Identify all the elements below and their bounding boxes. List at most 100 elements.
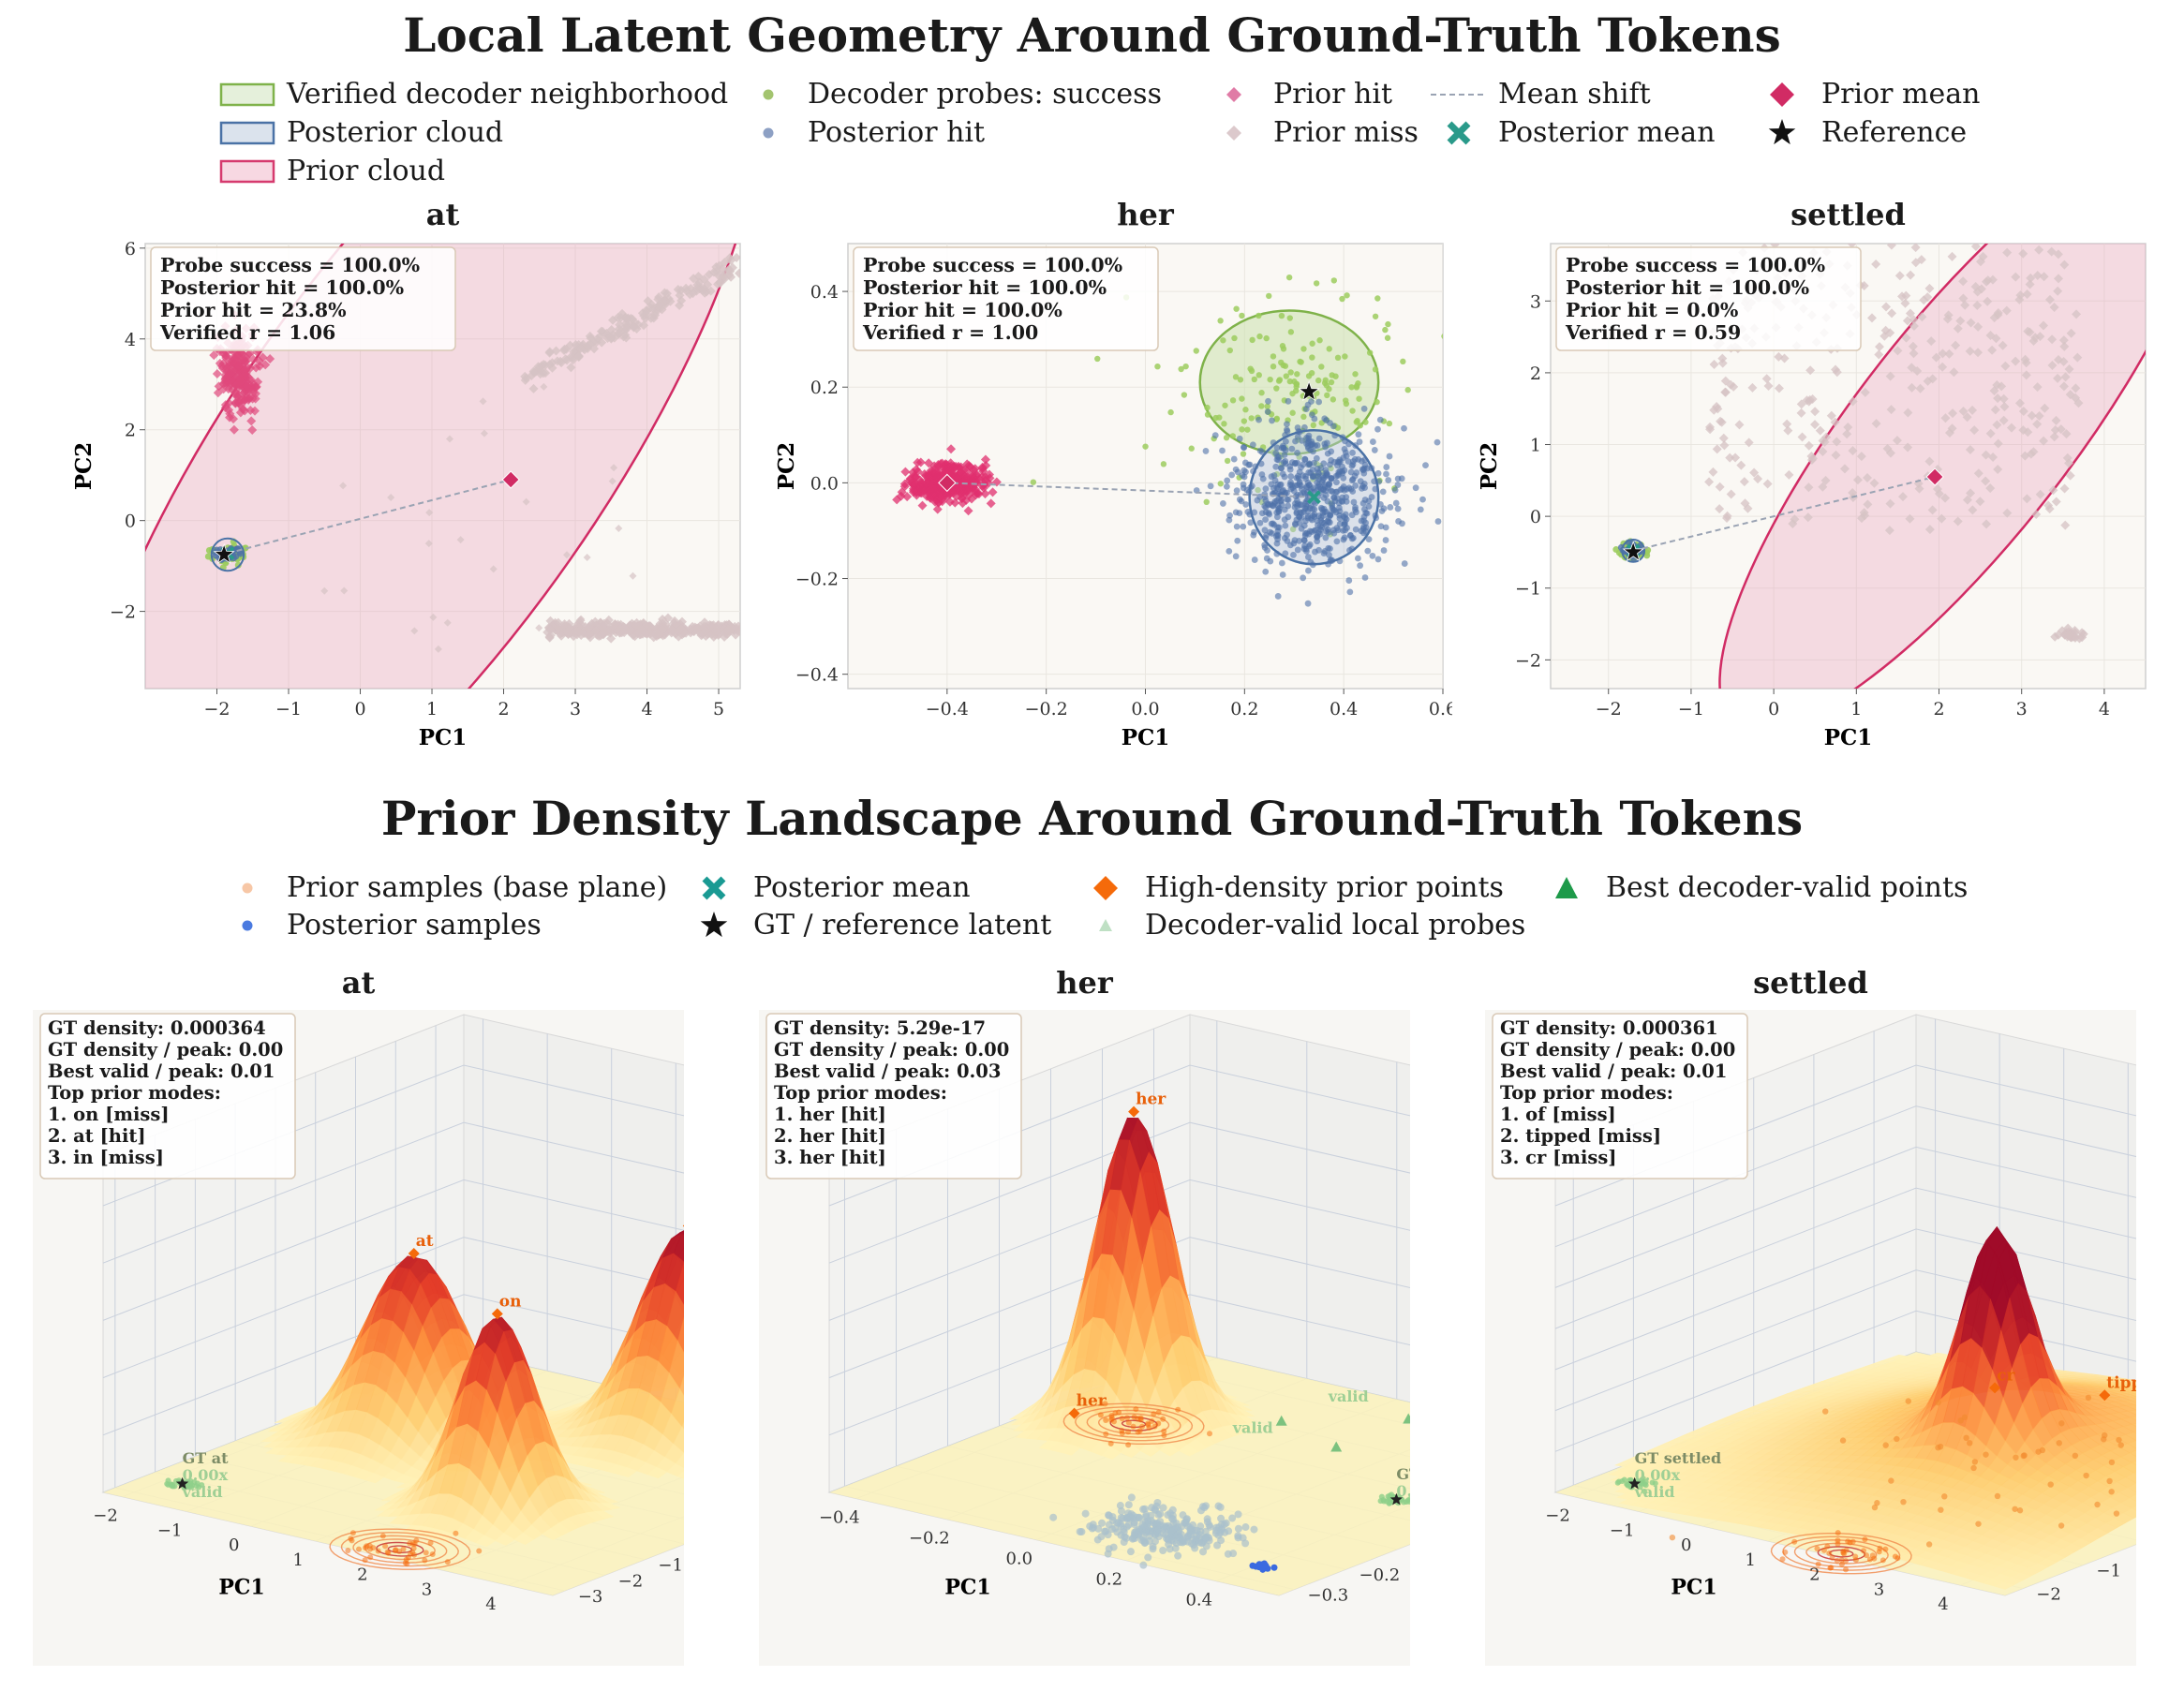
best-valid-point xyxy=(1330,1441,1343,1452)
prior-miss-point xyxy=(1909,320,1919,331)
z-gridline xyxy=(102,1121,684,1264)
legend-symbol xyxy=(1204,119,1264,147)
prior-miss-point xyxy=(480,429,488,438)
prior-miss-point xyxy=(1831,364,1841,375)
legend-symbol xyxy=(1537,874,1597,902)
probe-success-point xyxy=(1356,395,1362,402)
prior-miss-point xyxy=(2073,352,2083,363)
prior-mean-marker xyxy=(501,470,520,489)
prior-miss-point xyxy=(674,631,684,642)
probe-success-point xyxy=(1270,353,1277,360)
x-tick-label: 0.0 xyxy=(1005,1550,1033,1569)
prior-hit-point xyxy=(924,484,934,495)
legend-symbol xyxy=(684,911,744,940)
posterior-sample-point xyxy=(1199,1548,1208,1556)
posterior-hit-point xyxy=(1316,530,1324,538)
posterior-hit-point xyxy=(1301,455,1309,463)
x-tick-label: 1 xyxy=(293,1550,304,1570)
prior-mean-marker xyxy=(1925,467,1944,486)
floor-contour xyxy=(364,1538,436,1561)
posterior-hit-point xyxy=(1345,577,1353,584)
posterior-sample-point xyxy=(1182,1516,1191,1524)
posterior-hit-point xyxy=(1320,495,1328,501)
prior-sample-point xyxy=(1123,1415,1130,1421)
prior-miss-point xyxy=(1815,425,1825,436)
prior-hit-point xyxy=(245,405,256,415)
probe-success-point xyxy=(1293,380,1300,388)
prior-miss-point xyxy=(1734,420,1745,430)
legend-symbol xyxy=(217,874,277,902)
posterior-hit-point xyxy=(1359,529,1367,537)
prior-miss-point xyxy=(557,630,567,641)
prior-hit-point xyxy=(971,490,981,500)
posterior-hit-point xyxy=(1383,464,1390,470)
prior-miss-point xyxy=(713,270,723,280)
prior-miss-point xyxy=(2049,432,2059,442)
high-density-prior-point xyxy=(408,1247,420,1259)
x-tick-label: 4 xyxy=(641,699,652,719)
prior-miss-point xyxy=(605,628,616,638)
prior-miss-point xyxy=(1886,244,1896,250)
posterior-sample-point xyxy=(1159,1504,1167,1512)
info-line: GT density: 0.000364 xyxy=(48,1017,266,1039)
prior-sample-point xyxy=(1207,1431,1213,1437)
posterior-hit-point xyxy=(1349,476,1357,483)
prior-sample-point xyxy=(422,1557,428,1564)
posterior-hit-point xyxy=(1387,504,1394,511)
posterior-hit-point xyxy=(1288,482,1296,489)
posterior-sample-point xyxy=(1140,1505,1149,1513)
posterior-hit-point xyxy=(1228,471,1236,479)
prior-hit-point xyxy=(956,479,966,489)
prior-sample-point xyxy=(379,1533,386,1539)
posterior-sample-point xyxy=(1130,1521,1138,1529)
prior-miss-point xyxy=(1839,464,1850,474)
x-tick-label: 0 xyxy=(229,1535,239,1555)
prior-miss-point xyxy=(2048,485,2058,496)
posterior-hit-point xyxy=(1391,486,1399,494)
posterior-hit-point xyxy=(1326,480,1333,487)
prior-miss-point xyxy=(2047,360,2058,370)
prior-miss-point xyxy=(1709,360,1719,370)
legend-item: Verified decoder neighborhood xyxy=(217,78,728,111)
prior-miss-point xyxy=(583,624,593,634)
prior-hit-point xyxy=(911,472,921,482)
probe-success-point xyxy=(1239,426,1245,433)
probe-success-point xyxy=(1220,337,1226,344)
prior-miss-point xyxy=(597,337,607,348)
posterior-hit-point xyxy=(1275,453,1283,461)
x-tick-label: 0.4 xyxy=(1185,1591,1212,1610)
prior-hit-point xyxy=(260,360,271,370)
x-tick-label: 4 xyxy=(2099,699,2110,719)
posterior-hit-point xyxy=(1224,477,1231,484)
probe-success-point xyxy=(1309,354,1315,361)
prior-miss-point xyxy=(1903,442,1913,452)
x-axis-label: PC1 xyxy=(1122,725,1170,750)
prior-miss-point xyxy=(1993,465,2003,475)
posterior-hit-point xyxy=(1328,475,1335,482)
prior-miss-point xyxy=(727,262,737,273)
prior-miss-point xyxy=(1743,503,1753,513)
probe-success-point xyxy=(1239,395,1245,402)
posterior-sample-point xyxy=(1196,1531,1204,1539)
prior-miss-point xyxy=(1916,255,1926,265)
prior-miss-point xyxy=(2026,449,2036,459)
posterior-sample-point xyxy=(1224,1550,1232,1558)
prior-sample-point xyxy=(453,1530,459,1536)
info-box: Probe success = 100.0%Posterior hit = 10… xyxy=(150,246,456,351)
probe-success-point xyxy=(1221,421,1227,427)
prior-miss-point xyxy=(705,619,715,630)
prior-miss-point xyxy=(2023,427,2033,438)
prior-hit-point xyxy=(915,457,926,467)
prior-miss-point xyxy=(1713,404,1723,414)
posterior-hit-point xyxy=(1345,458,1352,465)
posterior-hit-point xyxy=(1375,478,1383,485)
reference-star xyxy=(1622,541,1644,562)
prior-miss-point xyxy=(631,324,642,334)
legend-item: Posterior samples xyxy=(217,909,542,942)
probe-success-point xyxy=(1241,418,1248,424)
prior-miss-point xyxy=(621,324,631,334)
probe-success-point xyxy=(234,561,242,569)
posterior-sample-point xyxy=(1250,1525,1258,1534)
z-gridline xyxy=(828,1294,1410,1436)
probe-success-point xyxy=(1178,365,1184,373)
